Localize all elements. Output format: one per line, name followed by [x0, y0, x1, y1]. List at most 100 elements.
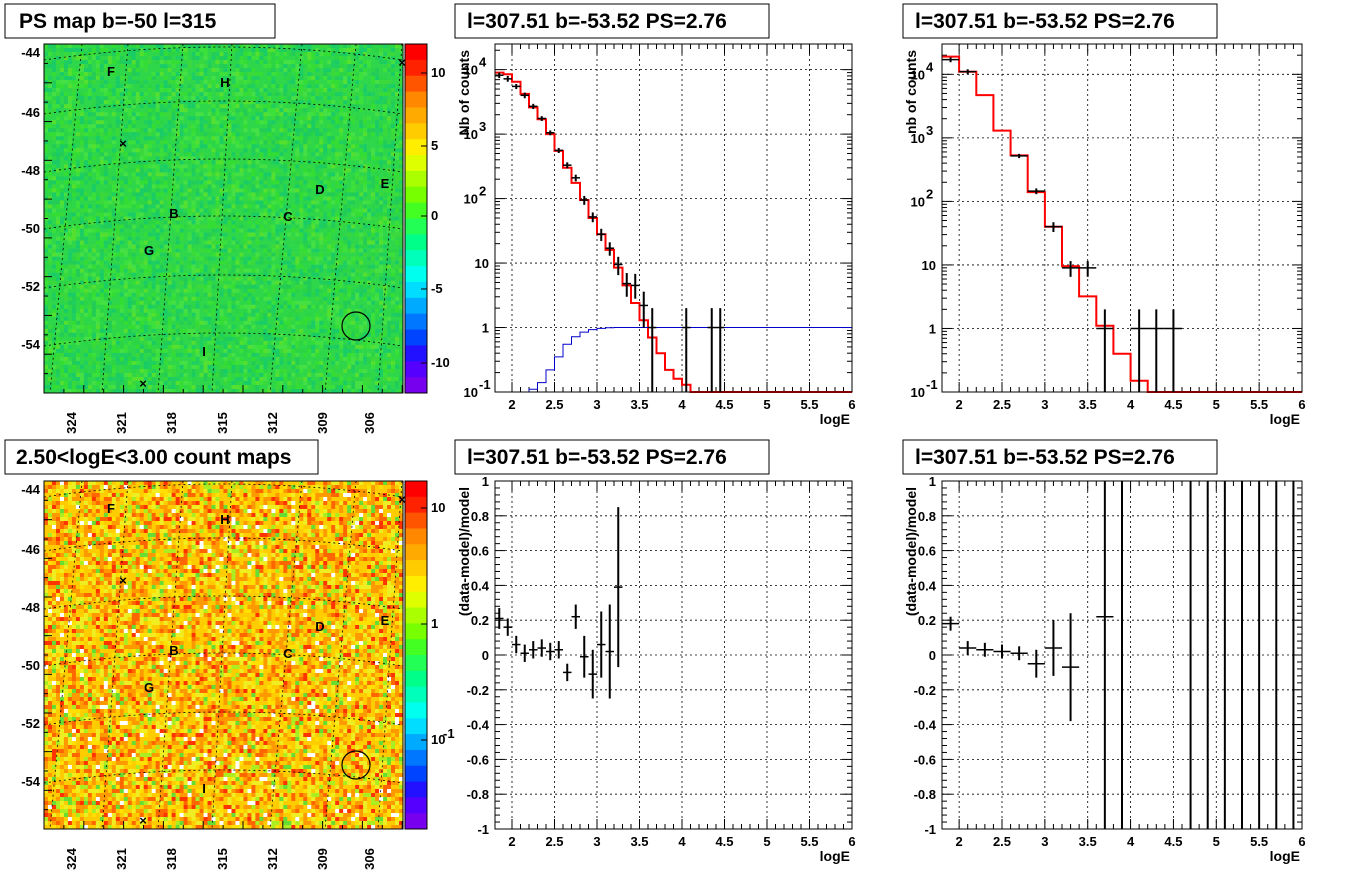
heatmap-cell: [199, 72, 204, 77]
heatmap-cell: [87, 196, 93, 201]
heatmap-cell: [123, 148, 129, 153]
heatmap-cell: [79, 84, 85, 89]
heatmap-cell: [315, 48, 320, 53]
heatmap-cell: [363, 124, 368, 129]
heatmap-cell: [167, 108, 172, 113]
heatmap-cell: [215, 52, 220, 57]
heatmap-cell: [191, 256, 196, 261]
heatmap-cell: [155, 236, 160, 241]
heatmap-cell: [323, 164, 328, 169]
heatmap-cell: [251, 180, 256, 185]
heatmap-cell: [187, 260, 192, 265]
heatmap-cell: [235, 176, 240, 181]
heatmap-cell: [179, 112, 184, 117]
heatmap-cell: [47, 152, 53, 157]
heatmap-cell: [159, 68, 164, 73]
heatmap-cell: [343, 216, 348, 221]
heatmap-cell: [359, 160, 364, 165]
heatmap-cell: [83, 64, 89, 69]
heatmap-cell: [179, 136, 184, 141]
heatmap-cell: [67, 232, 73, 237]
heatmap-cell: [327, 76, 332, 81]
heatmap-cell: [375, 56, 380, 61]
heatmap-cell: [115, 60, 121, 65]
heatmap-cell: [163, 264, 168, 269]
heatmap-cell: [235, 212, 240, 217]
heatmap-cell: [191, 92, 196, 97]
heatmap-cell: [63, 248, 69, 253]
heatmap-cell: [44, 204, 49, 209]
heatmap-cell: [95, 212, 101, 217]
heatmap-cell: [271, 224, 276, 229]
heatmap-cell: [71, 96, 77, 101]
heatmap-cell: [287, 72, 292, 77]
heatmap-cell: [251, 136, 256, 141]
heatmap-cell: [107, 144, 113, 149]
heatmap-cell: [387, 236, 392, 241]
heatmap-cell: [295, 156, 300, 161]
heatmap-cell: [331, 60, 336, 65]
heatmap-cell: [355, 112, 360, 117]
heatmap-cell: [275, 240, 280, 245]
heatmap-cell: [159, 220, 164, 225]
heatmap-cell: [171, 256, 176, 261]
heatmap-cell: [275, 224, 280, 229]
heatmap-cell: [63, 76, 69, 81]
heatmap-cell: [187, 92, 192, 97]
heatmap-cell: [323, 128, 328, 133]
heatmap-cell: [79, 76, 85, 81]
heatmap-cell: [55, 60, 61, 65]
heatmap-cell: [99, 80, 105, 85]
heatmap-cell: [363, 52, 368, 57]
heatmap-cell: [351, 156, 356, 161]
heatmap-cell: [115, 116, 121, 121]
heatmap-cell: [259, 72, 264, 77]
heatmap-cell: [339, 240, 344, 245]
heatmap-cell: [295, 148, 300, 153]
heatmap-cell: [119, 52, 125, 57]
heatmap-cell: [323, 200, 328, 205]
heatmap-cell: [383, 112, 388, 117]
heatmap-cell: [219, 244, 224, 249]
heatmap-cell: [215, 116, 220, 121]
heatmap-cell: [63, 152, 69, 157]
heatmap-cell: [359, 68, 364, 73]
heatmap-cell: [119, 80, 125, 85]
heatmap-cell: [47, 92, 53, 97]
heatmap-cell: [79, 72, 85, 77]
heatmap-cell: [359, 128, 364, 133]
heatmap-cell: [307, 232, 312, 237]
heatmap-cell: [119, 208, 125, 213]
heatmap-cell: [359, 56, 364, 61]
heatmap-cell: [323, 148, 328, 153]
heatmap-cell: [223, 164, 228, 169]
heatmap-cell: [395, 252, 400, 257]
heatmap-cell: [303, 168, 308, 173]
heatmap-cell: [171, 180, 176, 185]
heatmap-cell: [267, 104, 272, 109]
heatmap-cell: [47, 200, 53, 205]
heatmap-cell: [59, 220, 65, 225]
heatmap-cell: [59, 248, 65, 253]
heatmap-cell: [335, 84, 340, 89]
heatmap-cell: [399, 148, 403, 153]
heatmap-cell: [195, 136, 200, 141]
heatmap-cell: [67, 184, 73, 189]
heatmap-cell: [283, 120, 288, 125]
heatmap-cell: [199, 196, 204, 201]
heatmap-cell: [51, 188, 57, 193]
heatmap-cell: [91, 76, 97, 81]
heatmap-cell: [231, 160, 236, 165]
heatmap-cell: [207, 224, 212, 229]
heatmap-cell: [119, 88, 125, 93]
heatmap-cell: [183, 224, 188, 229]
heatmap-cell: [295, 64, 300, 69]
heatmap-cell: [303, 248, 308, 253]
heatmap-cell: [275, 96, 280, 101]
heatmap-cell: [371, 80, 376, 85]
heatmap-cell: [379, 188, 384, 193]
heatmap-cell: [111, 228, 117, 233]
heatmap-cell: [179, 120, 184, 125]
heatmap-cell: [167, 204, 172, 209]
heatmap-cell: [379, 260, 384, 265]
